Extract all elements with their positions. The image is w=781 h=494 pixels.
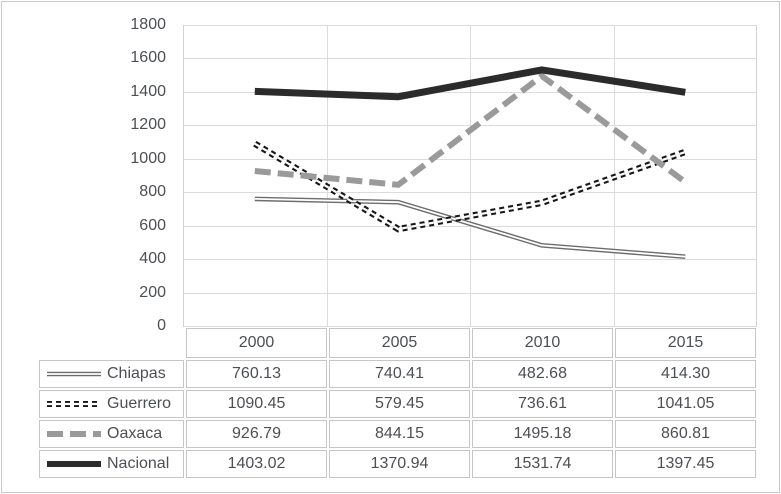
legend-item-guerrero: Guerrero [39,390,184,418]
table-row-guerrero: Guerrero 1090.45 579.45 736.61 1041.05 [39,390,756,418]
legend-item-nacional: Nacional [39,450,184,478]
y-axis-label: 1200 [130,116,166,134]
y-axis-label: 0 [157,317,166,334]
x-axis-category-2015: 2015 [615,328,756,358]
nacional-line [254,66,686,101]
series-name-label: Nacional [107,455,170,472]
value-cell-guerrero-2010: 736.61 [472,390,613,418]
legend-item-oaxaca: Oaxaca [39,420,184,448]
oaxaca-line [254,72,688,188]
value-cell-oaxaca-2005: 844.15 [329,420,470,448]
value-cell-oaxaca-2000: 926.79 [186,420,327,448]
value-cell-oaxaca-2010: 1495.18 [472,420,613,448]
guerrero-line-key-icon [47,401,101,407]
series-name-label: Oaxaca [107,425,163,442]
y-axis-label: 1600 [130,49,166,67]
chiapas-line [254,198,686,258]
table-row-chiapas: Chiapas 760.13 740.41 482.68 414.30 [39,360,756,388]
chart-data-table: 2000 2005 2010 2015 Chiapas 760.13 740.41 482.6… [37,326,758,480]
series-name-label: Guerrero [107,395,172,412]
table-corner-spacer [39,328,184,358]
value-cell-guerrero-2005: 579.45 [329,390,470,418]
y-axis-label: 200 [139,283,166,301]
oaxaca-line-key-icon [47,431,101,437]
series-name-label: Chiapas [107,365,166,382]
value-cell-nacional-2015: 1397.45 [615,450,756,478]
table-row-oaxaca: Oaxaca 926.79 844.15 1495.18 860.81 [39,420,756,448]
value-cell-nacional-2000: 1403.02 [186,450,327,478]
value-cell-guerrero-2000: 1090.45 [186,390,327,418]
value-cell-nacional-2010: 1531.74 [472,450,613,478]
value-cell-guerrero-2015: 1041.05 [615,390,756,418]
x-axis-category-2000: 2000 [186,328,327,358]
legend-item-chiapas: Chiapas [39,360,184,388]
y-axis-label: 600 [139,216,166,234]
value-cell-chiapas-2000: 760.13 [186,360,327,388]
x-axis-category-2005: 2005 [329,328,470,358]
value-cell-chiapas-2010: 482.68 [472,360,613,388]
x-axis-category-2010: 2010 [472,328,613,358]
value-cell-chiapas-2015: 414.30 [615,360,756,388]
x-axis-category-row: 2000 2005 2010 2015 [39,328,756,358]
value-cell-chiapas-2005: 740.41 [329,360,470,388]
table-row-nacional: Nacional 1403.02 1370.94 1531.74 1397.45 [39,450,756,478]
plot-area [183,25,757,327]
chiapas-line-key-icon [47,371,101,377]
value-cell-oaxaca-2015: 860.81 [615,420,756,448]
y-axis-label: 1000 [130,149,166,167]
nacional-line-key-icon [47,461,101,467]
y-axis-label: 1400 [130,82,166,100]
y-axis-label: 1800 [130,16,166,33]
y-axis-label: 800 [139,183,166,201]
value-cell-nacional-2005: 1370.94 [329,450,470,478]
guerrero-line [254,142,686,231]
y-axis-label: 400 [139,250,166,268]
